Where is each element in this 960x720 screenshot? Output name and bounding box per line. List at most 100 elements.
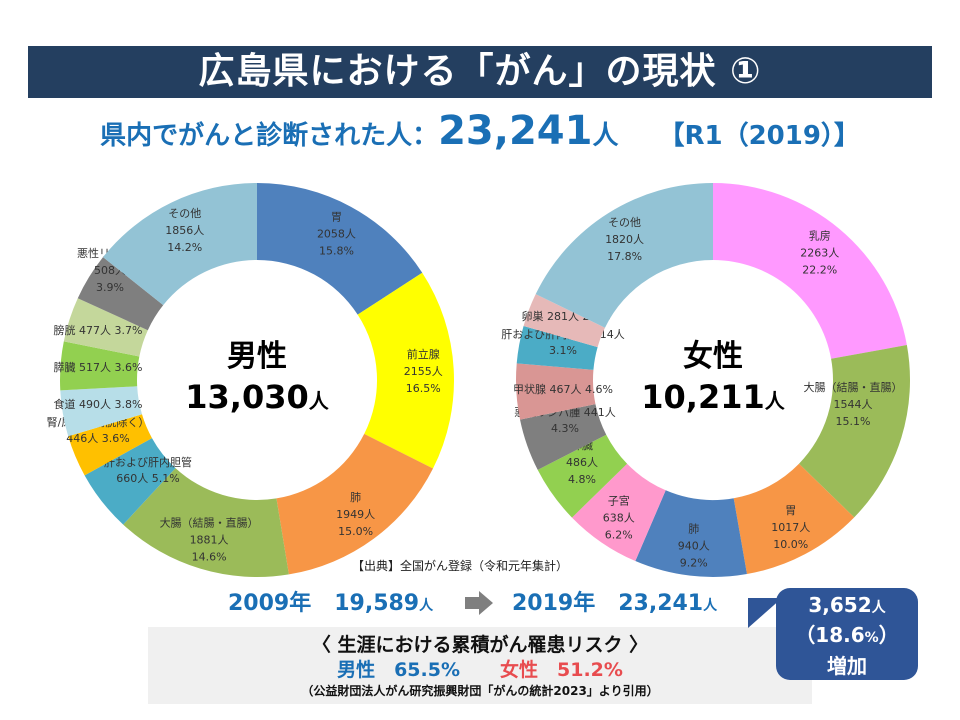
risk-values: 男性 65.5% 女性 51.2% bbox=[148, 655, 812, 682]
male-slice-label-line: 肝および肝内胆管 bbox=[104, 455, 192, 469]
female-slice-label-line: 子宮 bbox=[608, 493, 630, 507]
subtitle-year: 【R1（2019）】 bbox=[658, 121, 860, 151]
female-total-unit: 人 bbox=[765, 389, 786, 413]
male-slice-label-line: 2155人 bbox=[404, 365, 443, 378]
male-slice-label-4: 肝および肝内胆管 660人 5.1% bbox=[104, 455, 192, 485]
page-title: 広島県における「がん」の現状 ① bbox=[198, 51, 762, 92]
male-slice-label-7: 膵臓 517人 3.6% bbox=[54, 361, 143, 374]
callout-increase-unit: 人 bbox=[871, 600, 886, 616]
from-count: 19,589 bbox=[334, 591, 420, 616]
male-slice-6 bbox=[60, 386, 142, 437]
male-slice-label-line: 16.5% bbox=[406, 382, 441, 395]
male-slice-label-line: 膀胱 477人 3.7% bbox=[54, 323, 143, 337]
female-slice-9 bbox=[523, 294, 605, 348]
callout-pct-close: ） bbox=[878, 623, 899, 647]
male-slice-3 bbox=[123, 468, 289, 577]
female-slice-1 bbox=[799, 345, 910, 518]
male-slice-label-line: 大腸（結腸・直腸） bbox=[160, 515, 259, 529]
risk-title: 〈 生涯における累積がん罹患リスク 〉 bbox=[311, 634, 649, 656]
female-slice-8 bbox=[516, 325, 598, 370]
female-slice-6 bbox=[520, 404, 607, 470]
male-slice-label-line: その他 bbox=[168, 207, 201, 220]
to-count: 23,241 bbox=[618, 591, 704, 616]
male-center-title: 男性 bbox=[227, 339, 287, 374]
male-slice-label-line: 2058人 bbox=[317, 228, 356, 241]
subtitle-label: 県内でがんと診断された人： bbox=[100, 121, 439, 151]
male-slice-label-line: 1881人 bbox=[190, 533, 229, 546]
female-slice-label-line: 4.3% bbox=[551, 422, 579, 435]
male-slice-label-3: 大腸（結腸・直腸） 1881人 14.6% bbox=[160, 515, 259, 563]
callout-increase-number: 3,652 bbox=[808, 593, 872, 617]
male-slice-4 bbox=[84, 438, 176, 525]
callout-percent: （18.6%） bbox=[776, 621, 918, 652]
male-slice-label-line: 1949人 bbox=[336, 508, 375, 521]
female-slice-3 bbox=[635, 490, 747, 577]
female-slice-label-line: 胃 bbox=[785, 504, 796, 517]
male-slice-8 bbox=[63, 298, 148, 357]
male-slice-label-line: 15.0% bbox=[338, 525, 373, 538]
female-slice-label-line: 9.2% bbox=[680, 556, 708, 569]
male-slice-label-line: 前立腺 bbox=[407, 347, 440, 361]
female-slice-label-line: 1820人 bbox=[605, 233, 644, 246]
female-slice-label-line: 940人 bbox=[678, 539, 710, 552]
female-slice-label-line: 486人 bbox=[566, 456, 598, 469]
risk-female: 女性 51.2% bbox=[500, 659, 623, 681]
male-slice-label-line: 660人 5.1% bbox=[116, 472, 179, 485]
male-slice-1 bbox=[357, 272, 454, 469]
female-slice-label-line: 22.2% bbox=[802, 263, 837, 276]
female-slice-label-line: 638人 bbox=[603, 511, 635, 524]
male-slice-10 bbox=[103, 183, 257, 306]
risk-male: 男性 65.5% bbox=[337, 659, 460, 681]
male-slice-label-line: 胃 bbox=[331, 211, 342, 224]
male-total-number: 13,030 bbox=[185, 378, 308, 416]
male-slice-7 bbox=[60, 341, 140, 391]
source-note: 【出典】全国がん登録（令和元年集計） bbox=[352, 559, 569, 573]
female-center-total: 10,211人 bbox=[641, 378, 785, 416]
male-slice-0 bbox=[257, 183, 423, 315]
male-slice-label-0: 胃 2058人 15.8% bbox=[317, 211, 356, 258]
subtitle-unit: 人 bbox=[592, 121, 619, 151]
male-slice-label-6: 食道 490人 3.8% bbox=[54, 397, 143, 411]
female-slice-4 bbox=[571, 463, 666, 562]
female-slice-7 bbox=[516, 363, 596, 420]
male-slice-label-line: 15.8% bbox=[319, 245, 354, 258]
risk-citation: （公益財団法人がん研究振興財団「がんの統計2023」より引用） bbox=[301, 684, 659, 698]
female-slice-label-line: 1017人 bbox=[771, 521, 810, 534]
comparison-2019: 2019年 23,241人 bbox=[512, 585, 717, 617]
subtitle: 県内でがんと診断された人：23,241人 【R1（2019）】 bbox=[0, 108, 960, 158]
lifetime-risk-box: 〈 生涯における累積がん罹患リスク 〉 男性 65.5% 女性 51.2% （公益… bbox=[148, 627, 812, 704]
male-slice-label-line: 446人 3.6% bbox=[66, 432, 129, 445]
female-slice-label-line: 3.1% bbox=[549, 344, 577, 357]
male-slice-9 bbox=[77, 257, 164, 331]
male-slice-label-8: 膀胱 477人 3.7% bbox=[54, 323, 143, 337]
male-slice-label-1: 前立腺 2155人 16.5% bbox=[404, 347, 443, 395]
male-slice-5 bbox=[68, 414, 152, 476]
callout-label: 増加 bbox=[827, 654, 867, 678]
subtitle-total: 23,241 bbox=[438, 108, 593, 154]
female-slice-label-line: 大腸（結腸・直腸） bbox=[804, 380, 903, 394]
male-slice-label-2: 肺 1949人 15.0% bbox=[336, 491, 375, 538]
comparison-2009: 2009年 19,589人 bbox=[228, 585, 433, 617]
female-slice-label-10: その他 1820人 17.8% bbox=[605, 216, 644, 263]
female-slice-label-line: 6.2% bbox=[605, 528, 633, 541]
female-slice-label-line: 15.1% bbox=[836, 415, 871, 428]
female-slice-label-line: その他 bbox=[608, 216, 641, 229]
female-slice-label-line: 10.0% bbox=[773, 538, 808, 551]
female-slice-label-line: 甲状腺 467人 4.6% bbox=[513, 382, 613, 396]
male-total-unit: 人 bbox=[309, 389, 330, 413]
female-slice-10 bbox=[535, 183, 713, 328]
female-slice-label-line: 4.8% bbox=[568, 473, 596, 486]
male-slice-label-line: 14.6% bbox=[192, 550, 227, 563]
male-slice-label-10: その他 1856人 14.2% bbox=[165, 207, 204, 254]
from-year: 2009年 bbox=[228, 591, 312, 616]
male-slice-label-line: 食道 490人 3.8% bbox=[54, 397, 143, 411]
female-donut-chart: 乳房 2263人 22.2% 大腸（結腸・直腸） 1544人 15.1% 胃 1017人 10.… bbox=[501, 183, 910, 577]
increase-callout: 3,652人 （18.6%） 増加 bbox=[776, 588, 918, 680]
to-unit: 人 bbox=[703, 598, 718, 614]
callout-increase: 3,652人 bbox=[776, 592, 918, 621]
callout-pct-unit: % bbox=[864, 630, 879, 646]
male-slice-label-line: 14.2% bbox=[167, 241, 202, 254]
female-total-number: 10,211 bbox=[641, 378, 764, 416]
female-slice-label-3: 肺 940人 9.2% bbox=[678, 522, 710, 569]
